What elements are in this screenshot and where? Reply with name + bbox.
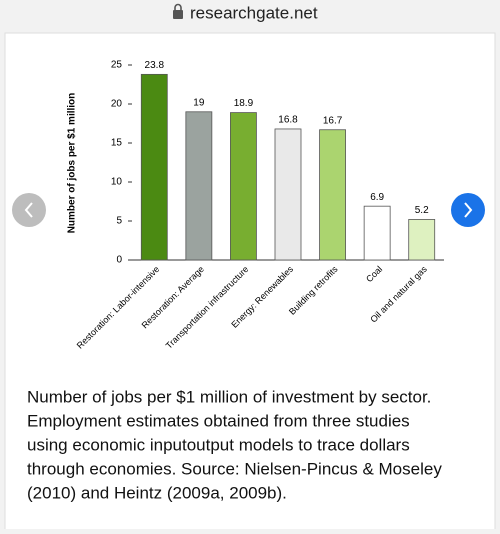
value-label: 23.8 xyxy=(145,60,165,71)
bar xyxy=(319,129,346,261)
lock-icon xyxy=(173,3,183,19)
caption-line: Employment estimates obtained from three… xyxy=(27,411,410,430)
caption: Number of jobs per $1 million of investm… xyxy=(27,387,442,502)
url[interactable]: researchgate.net xyxy=(190,3,318,22)
bar xyxy=(185,111,213,261)
value-label: 16.8 xyxy=(278,115,298,126)
y-axis-label: Number of jobs per $1 million xyxy=(67,93,78,234)
caption-line: using economic inputoutput models to tra… xyxy=(27,435,410,454)
y-tick-label: 5 xyxy=(116,216,122,227)
value-label: 18.9 xyxy=(234,98,254,109)
bar xyxy=(408,219,436,261)
y-tick-label: 10 xyxy=(111,177,123,188)
y-tick-label: 0 xyxy=(116,255,122,266)
value-label: 19 xyxy=(193,97,205,108)
next-button[interactable] xyxy=(451,193,485,227)
value-label: 16.7 xyxy=(323,115,343,126)
bar xyxy=(140,73,168,261)
y-tick-label: 15 xyxy=(111,138,123,149)
caption-line: Number of jobs per $1 million of investm… xyxy=(27,387,431,406)
value-label: 6.9 xyxy=(370,192,384,203)
value-label: 5.2 xyxy=(415,205,429,216)
bar xyxy=(230,112,257,261)
bar xyxy=(363,205,391,261)
y-tick-label: 25 xyxy=(111,60,123,71)
bar xyxy=(274,128,302,261)
y-tick-label: 20 xyxy=(111,99,123,110)
caption-line: through economies. Source: Nielsen-Pincu… xyxy=(27,459,442,478)
caption-line: (2010) and Heintz (2009a, 2009b). xyxy=(27,483,287,502)
prev-button[interactable] xyxy=(12,193,46,227)
